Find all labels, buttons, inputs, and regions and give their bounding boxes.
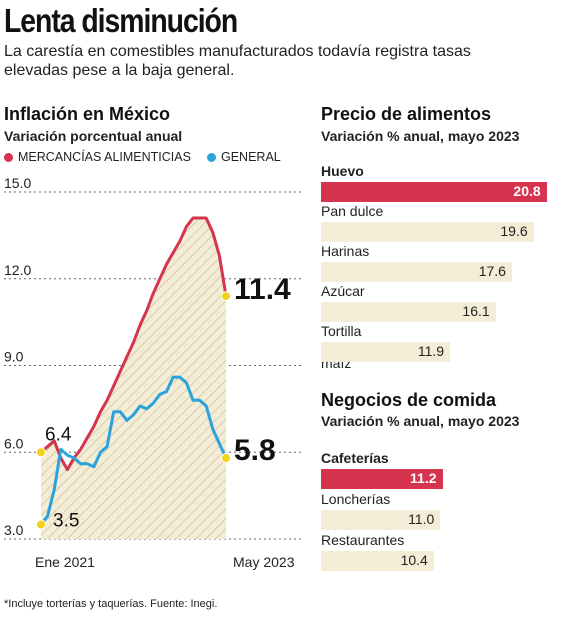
food-end-label: 11.4	[234, 273, 291, 306]
bar: 19.6	[321, 222, 534, 242]
bar-label: Huevo	[321, 163, 364, 179]
legend-general-dot	[207, 152, 216, 162]
food-start-label: 6.4	[45, 424, 72, 445]
x-tick-label-start: Ene 2021	[35, 554, 95, 570]
footnote: *Incluye torterías y taquerías. Fuente: …	[4, 598, 218, 610]
bar-label: Cafeterías	[321, 450, 389, 466]
bar: 10.4	[321, 551, 434, 571]
line-chart-subtitle: Variación porcentual anual	[4, 128, 183, 144]
bar: 11.2	[321, 469, 443, 489]
legend-food-label: MERCANCÍAS ALIMENTICIAS	[18, 150, 191, 164]
legend-general: GENERAL	[207, 150, 281, 164]
bar-value-label: 17.6	[478, 263, 506, 279]
legend-food-dot	[4, 152, 13, 162]
food-area-fill	[41, 218, 226, 539]
bar-label: Restaurantes	[321, 532, 405, 548]
food-prices-title: Precio de alimentos	[321, 104, 492, 124]
y-tick-label: 3.0	[4, 522, 24, 538]
food-series-line	[40, 216, 228, 472]
bar-value-label: 10.4	[400, 552, 428, 568]
page-title: Lenta disminución	[4, 2, 238, 39]
general-end-label: 5.8	[234, 434, 276, 467]
bar-value-label: 11.9	[417, 343, 445, 359]
y-tick-label: 12.0	[4, 262, 31, 278]
line-chart-title: Inflación en México	[4, 104, 171, 124]
bar-value-label: 20.8	[513, 183, 541, 199]
food-prices-subtitle: Variación % anual, mayo 2023	[321, 128, 520, 144]
general-series-line	[39, 375, 228, 526]
y-tick-label: 15.0	[4, 175, 31, 191]
food-business-subtitle: Variación % anual, mayo 2023	[321, 413, 520, 429]
bar-value-label: 19.6	[500, 223, 528, 239]
inflation-line-chart: 3.0 6.0 9.0 12.0 15.0 6.4 3.5 11.4 5.8 Ene 2021…	[4, 175, 304, 570]
bar: 16.1	[321, 302, 496, 322]
food-start-marker	[36, 447, 46, 458]
general-start-marker	[36, 519, 46, 530]
x-tick-label-end: May 2023	[233, 554, 295, 570]
bar: 11.9	[321, 342, 451, 362]
food-end-marker	[221, 291, 231, 302]
legend-general-label: GENERAL	[221, 150, 281, 164]
bar: 17.6	[321, 262, 512, 282]
bar: 20.8	[321, 182, 547, 202]
legend-food: MERCANCÍAS ALIMENTICIAS	[4, 150, 191, 164]
bar-value-label: 16.1	[462, 303, 490, 319]
general-start-label: 3.5	[53, 511, 79, 532]
food-business-title: Negocios de comida	[321, 390, 497, 410]
y-tick-label: 6.0	[4, 435, 24, 451]
bar-label: Azúcar	[321, 283, 365, 299]
bar-value-label: 11.0	[408, 511, 435, 527]
bar-value-label: 11.2	[410, 470, 437, 486]
general-end-marker	[221, 453, 231, 464]
bar: 11.0	[321, 510, 441, 530]
y-tick-label: 9.0	[4, 349, 24, 365]
page-subtitle: La carestía en comestibles manufacturado…	[4, 43, 471, 79]
